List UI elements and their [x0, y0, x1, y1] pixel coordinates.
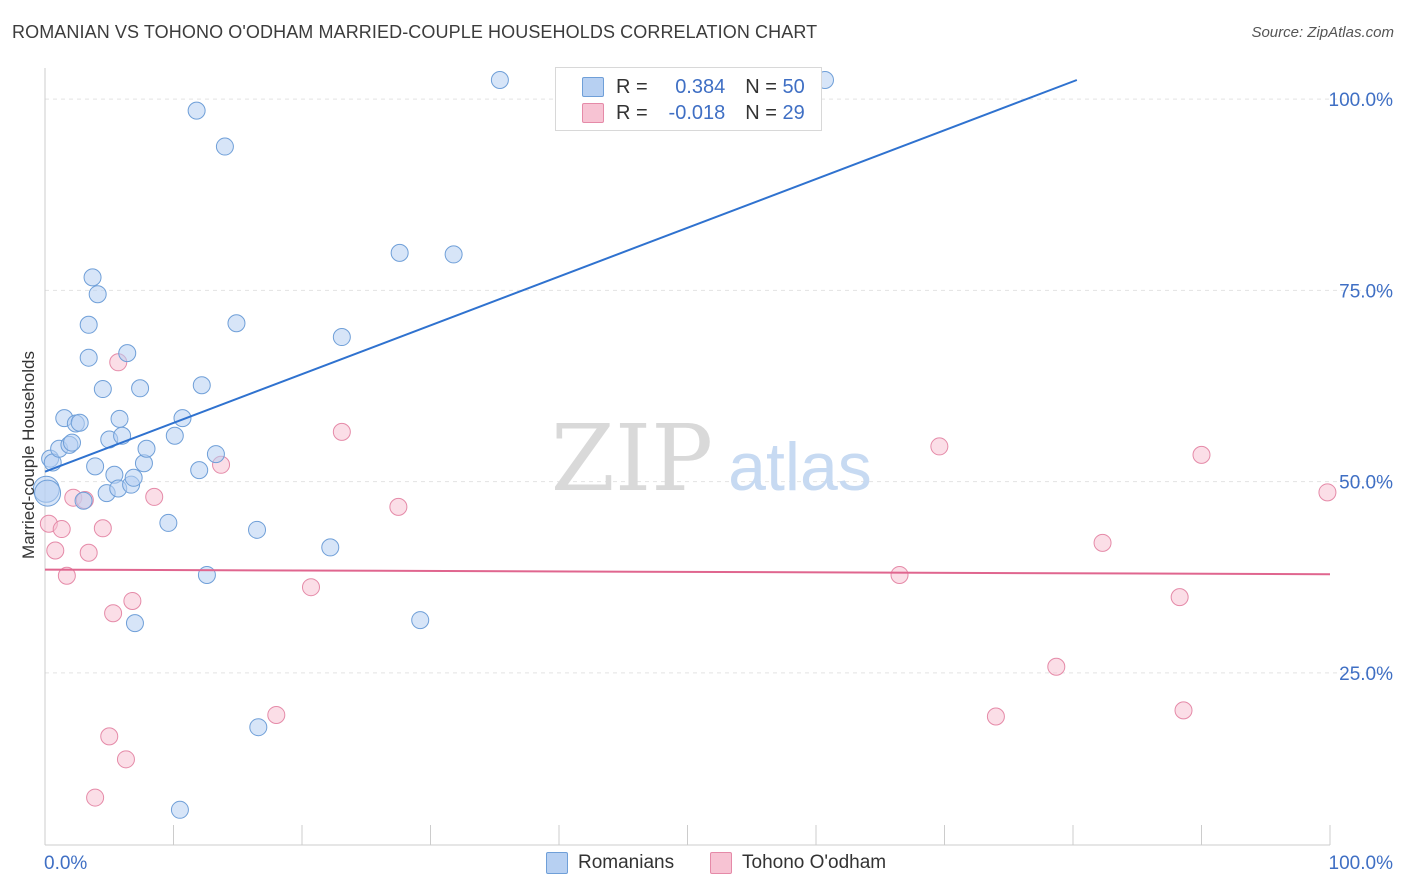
tohono-point: [890, 565, 909, 584]
romanian-point: [490, 71, 509, 89]
tohono-point: [1047, 657, 1066, 676]
tohono-point: [1170, 588, 1189, 607]
tohono-point: [46, 541, 65, 560]
romanian-point: [206, 445, 225, 464]
romanian-point: [79, 315, 98, 334]
tohono-point: [104, 604, 123, 623]
tohono-point: [1318, 483, 1337, 502]
romanian-point: [34, 479, 62, 507]
trend-line-romanians: [44, 79, 1078, 473]
romanian-point: [187, 101, 206, 120]
tohono-legend-label: Tohono O'odham: [742, 852, 887, 873]
tohono-point: [930, 437, 949, 456]
tohono-point: [1174, 701, 1193, 720]
tohono-point: [86, 788, 105, 807]
romanian-point: [170, 800, 189, 819]
n-label: N =: [745, 75, 777, 98]
tohono-point: [389, 497, 408, 516]
romanian-point: [131, 379, 150, 398]
gridlines: [45, 98, 1392, 674]
tohono-point: [52, 520, 71, 539]
romanian-point: [62, 433, 81, 452]
tohono-point: [1093, 533, 1112, 552]
tohono-point: [79, 543, 98, 562]
romanian-point: [332, 328, 351, 347]
romanian-point: [197, 565, 216, 584]
romanian-point: [137, 439, 156, 458]
tohono-legend-swatch: [710, 852, 732, 874]
romanian-point: [159, 513, 178, 532]
romanian-point: [215, 137, 234, 156]
romanian-point: [444, 245, 463, 264]
romanian-point: [192, 376, 211, 395]
romanian-point: [173, 409, 192, 428]
romanian-point: [124, 468, 143, 487]
tick-labels: 25.0% 50.0% 75.0% 100.0% 0.0% 100.0%: [44, 90, 1393, 874]
tohono-point: [116, 750, 135, 769]
stats-legend: R = 0.384 N = 50 R = -0.018 N = 29: [555, 67, 822, 131]
romanian-point: [79, 348, 98, 367]
legend-item-romanians[interactable]: Romanians: [546, 852, 674, 874]
romanian-point: [93, 380, 112, 399]
romanian-point: [227, 314, 246, 333]
romanian-point: [83, 268, 102, 287]
n-value: 29: [782, 101, 805, 124]
tohono-point: [145, 487, 164, 506]
y-tick-label: 25.0%: [1339, 664, 1393, 685]
y-tick-label: 100.0%: [1329, 90, 1394, 111]
legend-item-tohono[interactable]: Tohono O'odham: [710, 852, 886, 874]
tohono-point: [986, 707, 1005, 726]
romanian-point: [190, 461, 209, 480]
romanian-point: [88, 285, 107, 304]
romanian-point: [165, 426, 184, 445]
y-axis-label: Married-couple Households: [19, 351, 38, 559]
chart-title: ROMANIAN VS TOHONO O'ODHAM MARRIED-COUPL…: [12, 22, 818, 42]
romanian-point: [390, 243, 409, 262]
trend-lines: [44, 79, 1331, 576]
watermark-atlas: atlas: [728, 429, 872, 505]
tohono-point: [57, 566, 76, 585]
y-tick-label: 50.0%: [1339, 473, 1393, 494]
n-label: N =: [745, 101, 777, 124]
romanian-point: [411, 611, 430, 630]
romanian-point: [125, 614, 144, 633]
romanian-point: [110, 409, 129, 428]
tohono-point: [332, 422, 351, 441]
watermark: ZIP atlas: [551, 405, 872, 512]
y-tick-label: 75.0%: [1339, 281, 1393, 302]
x-tick-label: 100.0%: [1329, 853, 1394, 874]
trend-line-tohono: [44, 568, 1331, 576]
romanian-point: [86, 457, 105, 476]
tohono-point: [1192, 445, 1211, 464]
romanian-point: [321, 538, 340, 557]
romanian-point: [70, 413, 89, 432]
tohono-point: [123, 591, 142, 610]
tohono-point: [100, 727, 119, 746]
r-label: R =: [616, 101, 648, 124]
romanian-point: [249, 718, 268, 737]
tohono-point: [267, 705, 286, 724]
x-tick-label: 0.0%: [44, 853, 87, 874]
tohono-point: [93, 519, 112, 538]
romanian-points: [32, 71, 834, 819]
romanians-legend-swatch: [546, 852, 568, 874]
source-label: Source: ZipAtlas.com: [1251, 24, 1394, 41]
r-value: 0.384: [675, 75, 726, 98]
stats-row-tohono: R = -0.018 N = 29: [582, 100, 805, 126]
romanian-point: [74, 491, 93, 510]
romanians-legend-label: Romanians: [578, 852, 675, 873]
stats-row-romanians: R = 0.384 N = 50: [582, 74, 805, 100]
tohono-point: [301, 578, 320, 597]
tohono-points: [39, 353, 1337, 807]
romanian-point: [118, 344, 137, 363]
watermark-zip: ZIP: [551, 405, 713, 512]
tohono-swatch: [582, 103, 604, 123]
romanians-swatch: [582, 77, 604, 97]
n-value: 50: [782, 75, 805, 98]
r-label: R =: [616, 75, 648, 98]
romanian-point: [248, 520, 267, 539]
r-value: -0.018: [668, 101, 726, 124]
